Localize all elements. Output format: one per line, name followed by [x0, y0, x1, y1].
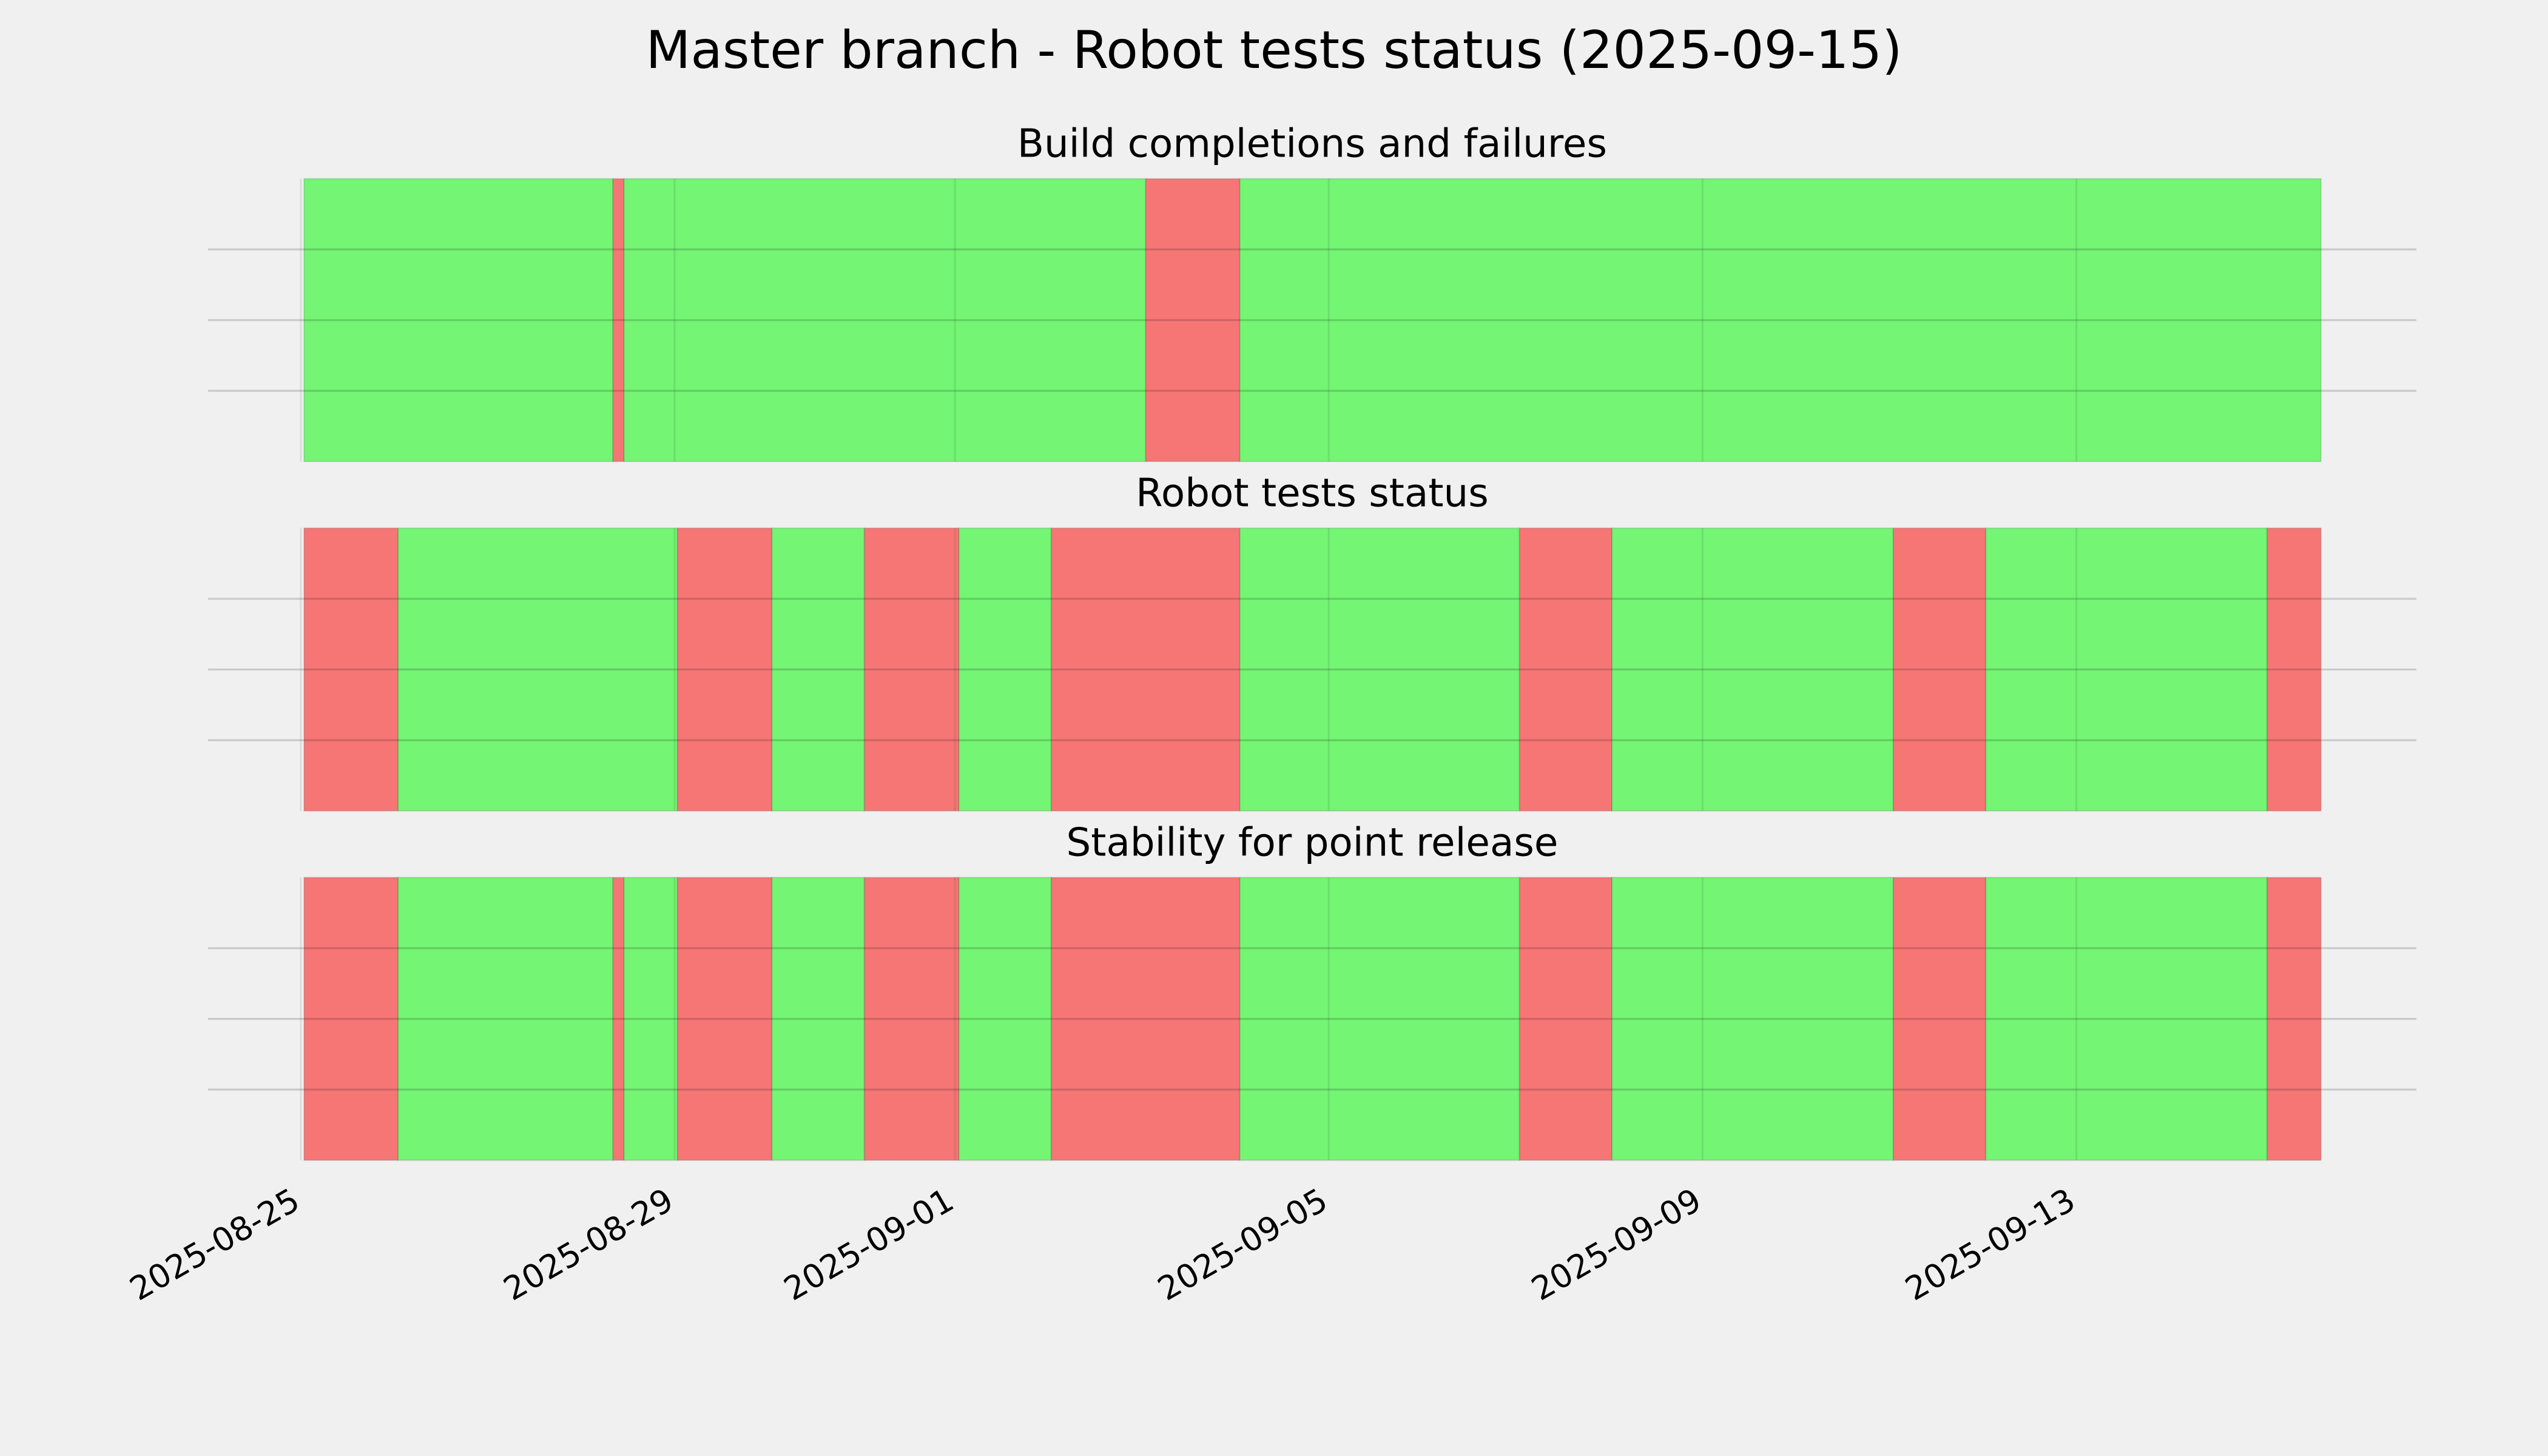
- status-span: [1518, 877, 1613, 1161]
- status-span: [1239, 877, 1520, 1161]
- status-span: [303, 877, 399, 1161]
- status-span: [303, 527, 399, 812]
- panel-title: Stability for point release: [1067, 820, 1559, 865]
- status-span: [1892, 527, 1987, 812]
- status-span: [2266, 527, 2322, 812]
- status-span: [397, 527, 678, 812]
- status-span: [863, 527, 960, 812]
- chart-title: Master branch - Robot tests status (2025…: [645, 20, 1902, 81]
- status-span: [771, 877, 865, 1161]
- status-span: [1239, 178, 2322, 462]
- panel-title: Build completions and failures: [1017, 121, 1607, 167]
- status-span: [958, 527, 1052, 812]
- status-span: [863, 877, 960, 1161]
- status-span: [1518, 527, 1613, 812]
- status-span: [1050, 527, 1241, 812]
- status-span: [1892, 877, 1987, 1161]
- status-span: [958, 877, 1052, 1161]
- status-span: [2266, 877, 2322, 1161]
- status-span: [397, 877, 614, 1161]
- status-span: [1050, 877, 1241, 1161]
- status-span: [1611, 527, 1894, 812]
- status-span: [771, 527, 865, 812]
- panel-title: Robot tests status: [1136, 471, 1489, 516]
- status-span: [1145, 178, 1241, 462]
- status-span: [676, 527, 773, 812]
- status-span: [303, 178, 614, 462]
- status-span: [1239, 527, 1520, 812]
- status-span: [1611, 877, 1894, 1161]
- status-span: [623, 877, 678, 1161]
- status-span: [1985, 877, 2268, 1161]
- status-span: [676, 877, 773, 1161]
